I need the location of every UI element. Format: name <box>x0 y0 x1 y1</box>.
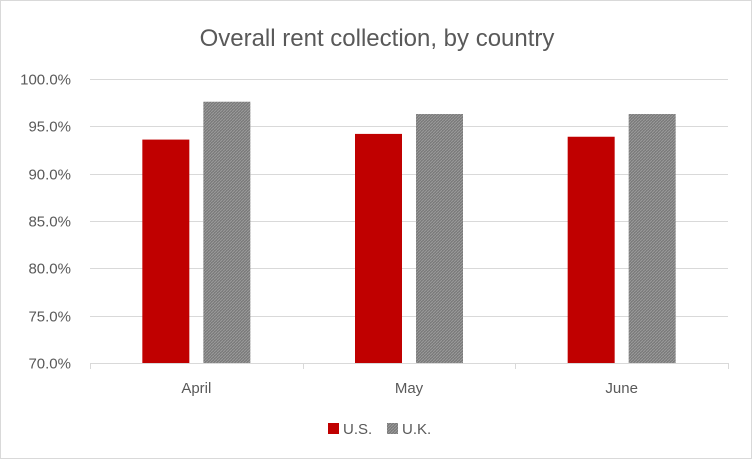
bar-us-may <box>355 133 402 363</box>
legend-swatch <box>387 423 398 434</box>
bar-uk-april <box>203 101 251 363</box>
y-tick-label: 75.0% <box>28 309 71 326</box>
y-axis-tick-labels: 70.0% 75.0% 80.0% 85.0% 90.0% 95.0% 100.0% <box>20 72 71 373</box>
x-tick-label: June <box>605 380 638 397</box>
x-tick-label: May <box>395 380 424 397</box>
bar-uk-may <box>416 114 463 363</box>
legend-label: U.S. <box>343 421 372 438</box>
legend-swatch <box>328 423 339 434</box>
x-tick-label: April <box>181 380 211 397</box>
chart-title: Overall rent collection, by country <box>200 25 555 52</box>
y-tick-label: 70.0% <box>28 356 71 373</box>
bar-uk-june <box>628 114 676 363</box>
legend-label: U.K. <box>402 421 431 438</box>
y-tick-label: 85.0% <box>28 214 71 231</box>
legend: U.S. U.K. <box>328 421 431 438</box>
bar-us-june <box>567 136 615 363</box>
x-axis <box>90 363 729 369</box>
gridlines <box>90 79 728 317</box>
y-tick-label: 90.0% <box>28 167 71 184</box>
y-tick-label: 80.0% <box>28 261 71 278</box>
y-tick-label: 100.0% <box>20 72 71 89</box>
bar-us-april <box>142 139 190 363</box>
y-tick-label: 95.0% <box>28 119 71 136</box>
x-axis-tick-labels: April May June <box>181 380 638 397</box>
bars <box>142 101 676 363</box>
